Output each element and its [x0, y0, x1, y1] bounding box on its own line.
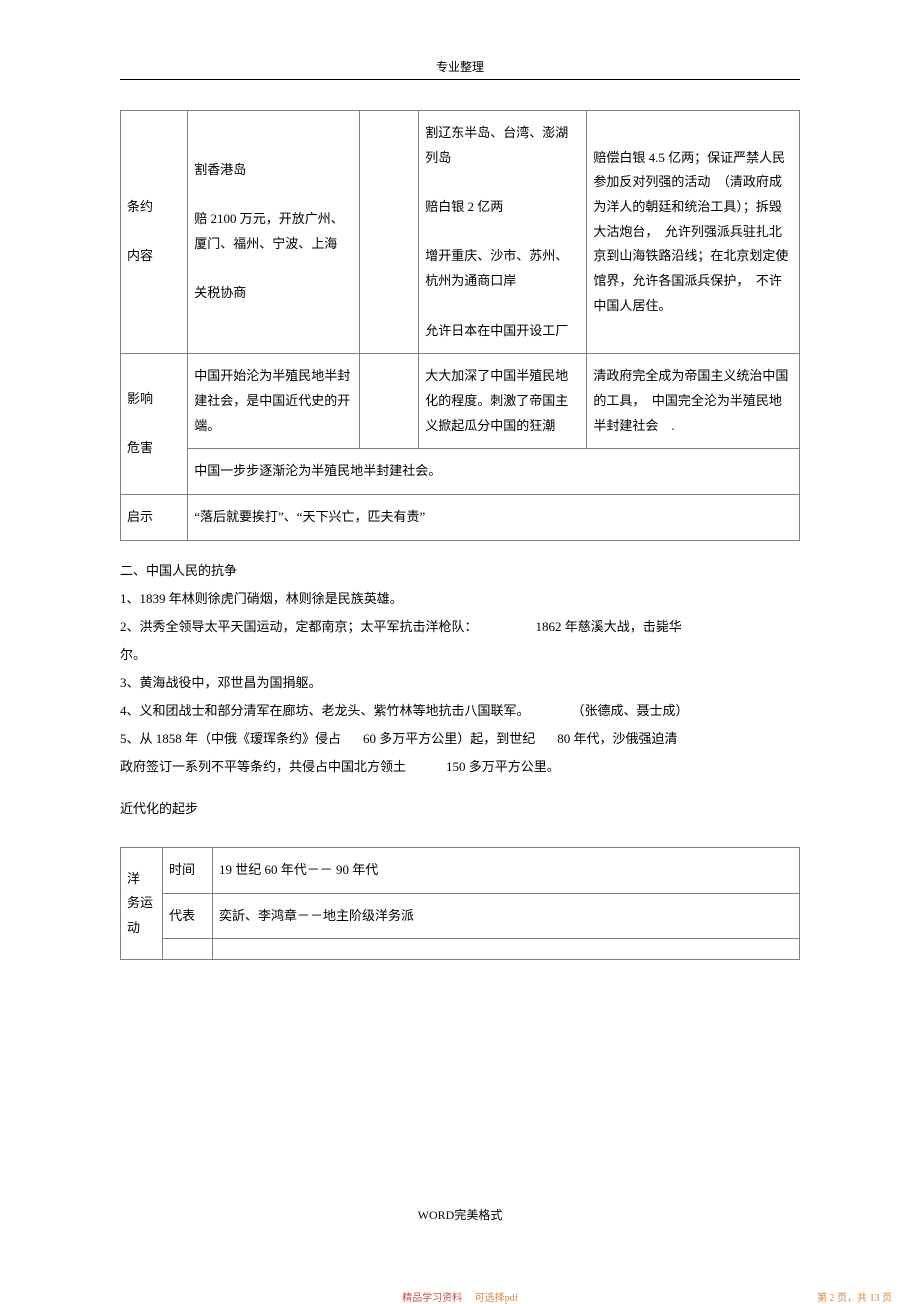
body-line: 政府签订一系列不平等条约，共侵占中国北方领土 150 多万平方公里。: [120, 755, 800, 779]
table-row: 启示 “落后就要挨打”、“天下兴亡，匹夫有责”: [121, 494, 800, 540]
cell-label: 代表: [163, 893, 213, 939]
modernization-table: 洋 务运动 时间 19 世纪 60 年代－－ 90 年代 代表 奕訢、李鸿章－－…: [120, 847, 800, 960]
cell: 割辽东半岛、台湾、澎湖列岛 赔白银 2 亿两 增开重庆、沙市、苏州、杭州为通商口…: [419, 111, 587, 354]
body-line: 4、义和团战士和部分清军在廊坊、老龙头、紫竹林等地抗击八国联军。 （张德成、聂士成…: [120, 699, 800, 723]
text: 4、义和团战士和部分清军在廊坊、老龙头、紫竹林等地抗击八国联军。: [120, 703, 530, 718]
treaty-table: 条约 内容 割香港岛 赔 2100 万元，开放广州、厦门、福州、宁波、上海 关税…: [120, 110, 800, 541]
cell-label: 启示: [121, 494, 188, 540]
body-line: 1、1839 年林则徐虎门硝烟，林则徐是民族英雄。: [120, 587, 800, 611]
cell-side: 洋 务运动: [121, 848, 163, 960]
body-line: 3、黄海战役中，邓世昌为国捐躯。: [120, 671, 800, 695]
cell-label: 影响 危害: [121, 354, 188, 495]
cell-label: 时间: [163, 848, 213, 894]
table-row: [121, 939, 800, 960]
cell: [359, 111, 419, 354]
text: 1862 年慈溪大战，击毙华: [536, 619, 682, 634]
page-number: 第 2 页，共 13 页: [817, 1289, 892, 1304]
body-line: 二、中国人民的抗争: [120, 559, 800, 583]
cell-span: 中国一步步逐渐沦为半殖民地半封建社会。: [188, 449, 800, 495]
cell: 19 世纪 60 年代－－ 90 年代: [213, 848, 800, 894]
body-line: 近代化的起步: [120, 797, 800, 821]
cell-label: 条约 内容: [121, 111, 188, 354]
body-line: 2、洪秀全领导太平天国运动，定都南京；太平军抗击洋枪队： 1862 年慈溪大战，击…: [120, 615, 800, 639]
bottom-text-1: 精品学习资料: [402, 1293, 462, 1304]
text: 60 多万平方公里）起，到世纪: [363, 731, 535, 746]
table-row: 条约 内容 割香港岛 赔 2100 万元，开放广州、厦门、福州、宁波、上海 关税…: [121, 111, 800, 354]
cell: 割香港岛 赔 2100 万元，开放广州、厦门、福州、宁波、上海 关税协商: [188, 111, 359, 354]
bottom-text-2: 可选择pdf: [475, 1293, 518, 1304]
cell: [213, 939, 800, 960]
cell: 清政府完全成为帝国主义统治中国的工具， 中国完全沦为半殖民地半封建社会 .: [587, 354, 800, 449]
table-row: 代表 奕訢、李鸿章－－地主阶级洋务派: [121, 893, 800, 939]
table-row: 洋 务运动 时间 19 世纪 60 年代－－ 90 年代: [121, 848, 800, 894]
footer-text: WORD完美格式: [0, 1206, 920, 1223]
body-line: 5、从 1858 年（中俄《瑷珲条约》侵占 60 多万平方公里）起，到世纪 80 年…: [120, 727, 800, 751]
text: 80 年代，沙俄强迫清: [557, 731, 677, 746]
cell: 中国开始沦为半殖民地半封建社会，是中国近代史的开端。: [188, 354, 359, 449]
cell: [163, 939, 213, 960]
cell: 奕訢、李鸿章－－地主阶级洋务派: [213, 893, 800, 939]
body-line: 尔。: [120, 643, 800, 667]
table-row: 中国一步步逐渐沦为半殖民地半封建社会。: [121, 449, 800, 495]
cell: 大大加深了中国半殖民地化的程度。刺激了帝国主义掀起瓜分中国的狂潮: [419, 354, 587, 449]
text: 150 多万平方公里。: [446, 759, 560, 774]
text: （张德成、聂士成）: [572, 703, 689, 718]
header-divider: [120, 79, 800, 80]
text: 2、洪秀全领导太平天国运动，定都南京；太平军抗击洋枪队：: [120, 619, 478, 634]
table-row: 影响 危害 中国开始沦为半殖民地半封建社会，是中国近代史的开端。 大大加深了中国…: [121, 354, 800, 449]
text: 5、从 1858 年（中俄《瑷珲条约》侵占: [120, 731, 341, 746]
cell: [359, 354, 419, 449]
cell: 赔偿白银 4.5 亿两；保证严禁人民参加反对列强的活动 （清政府成为洋人的朝廷和…: [587, 111, 800, 354]
text: 政府签订一系列不平等条约，共侵占中国北方领土: [120, 759, 406, 774]
cell: “落后就要挨打”、“天下兴亡，匹夫有责”: [188, 494, 800, 540]
header-title: 专业整理: [120, 58, 800, 75]
